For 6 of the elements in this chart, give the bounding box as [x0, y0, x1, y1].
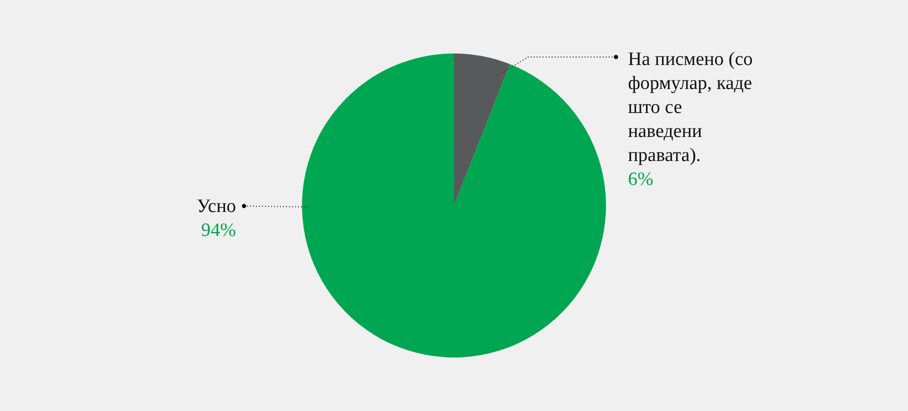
pie-slice [302, 54, 606, 358]
slice-label: Усно [196, 196, 236, 217]
slice-label: На писмено (со формулар, каде што се наведени правата). [628, 49, 753, 166]
data-label: 6% [628, 169, 654, 190]
pie-slice [454, 54, 510, 206]
data-label: 94% [201, 220, 236, 241]
